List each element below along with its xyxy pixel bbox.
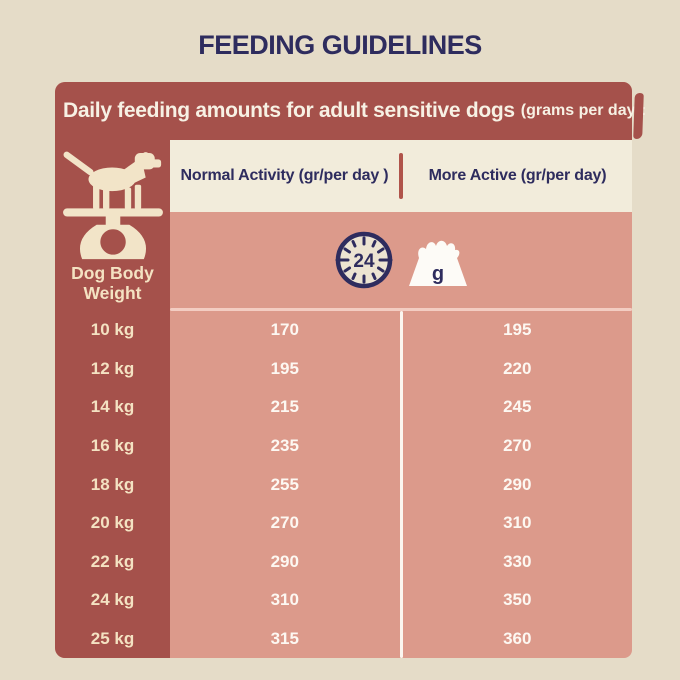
brush-mark-decoration [633, 92, 644, 140]
values-grid: 170 195 215 235 255 270 290 310 315 195 220 245 270… [170, 311, 632, 658]
column-header-divider [399, 153, 403, 199]
value-cell-normal: 255 [270, 474, 299, 494]
value-cell-active: 195 [503, 320, 532, 340]
bowl-icon-letter: g [432, 263, 444, 285]
weight-column: Dog Body Weight 10 kg 12 kg 14 kg 16 kg 18 k… [55, 140, 170, 658]
value-cell-active: 350 [503, 590, 532, 610]
weight-cell: 20 kg [90, 513, 135, 533]
unit-icons-row: 24 g [170, 212, 632, 308]
weight-cell: 10 kg [90, 320, 135, 340]
weight-cell: 18 kg [90, 474, 135, 494]
column-header-active: More Active (gr/per day) [428, 167, 607, 184]
value-cell-normal: 170 [270, 320, 299, 340]
value-cell-normal: 315 [270, 628, 299, 648]
dog-on-scale-icon [62, 151, 163, 260]
value-cell-normal: 215 [270, 397, 299, 417]
value-cell-normal: 310 [270, 590, 299, 610]
weight-cell: 14 kg [90, 397, 135, 417]
clock-icon-value: 24 [353, 251, 375, 272]
card-header-text: Daily feeding amounts for adult sensitiv… [63, 99, 515, 122]
value-cell-active: 245 [503, 397, 532, 417]
page-title: FEEDING GUIDELINES [198, 30, 482, 60]
value-cell-normal: 270 [270, 513, 299, 533]
value-cell-active: 270 [503, 435, 532, 455]
card-header: Daily feeding amounts for adult sensitiv… [55, 82, 646, 140]
value-cell-active: 290 [503, 474, 532, 494]
value-cell-active: 310 [503, 513, 532, 533]
weight-cells: 10 kg 12 kg 14 kg 16 kg 18 kg 20 kg 22 kg 24 kg… [55, 311, 170, 658]
value-cell-active: 220 [503, 358, 532, 378]
weight-cell: 16 kg [90, 435, 135, 455]
weight-cell: 25 kg [90, 628, 135, 648]
column-header-normal: Normal Activity (gr/per day ) [180, 167, 389, 184]
weight-axis-label-line1: Dog Body [71, 263, 154, 283]
weight-cell: 12 kg [90, 358, 135, 378]
values-column-divider [399, 311, 403, 658]
card-header-unit: (grams per day): [520, 102, 647, 119]
food-bowl-grams-icon: g [409, 240, 467, 286]
values-normal: 170 195 215 235 255 270 290 310 315 [170, 311, 400, 658]
value-cell-active: 330 [503, 551, 532, 571]
values-active: 195 220 245 270 290 310 330 350 360 [403, 311, 633, 658]
weight-cell: 22 kg [90, 551, 135, 571]
value-cell-normal: 290 [270, 551, 299, 571]
weight-cell: 24 kg [90, 590, 135, 610]
column-header-band: Normal Activity (gr/per day ) More Activ… [170, 140, 632, 212]
value-cell-active: 360 [503, 628, 532, 648]
value-cell-normal: 235 [270, 435, 299, 455]
table-body: 24 g 170 195 215 235 255 270 290 310 315 195 220 2… [170, 212, 632, 658]
value-cell-normal: 195 [270, 358, 299, 378]
weight-axis-label: Dog Body Weight [71, 263, 154, 303]
clock-24h-icon: 24 [335, 231, 393, 289]
header-separator-line [170, 308, 632, 311]
feeding-table-card: Daily feeding amounts for adult sensitiv… [55, 82, 646, 658]
weight-axis-label-line2: Weight [83, 282, 142, 303]
